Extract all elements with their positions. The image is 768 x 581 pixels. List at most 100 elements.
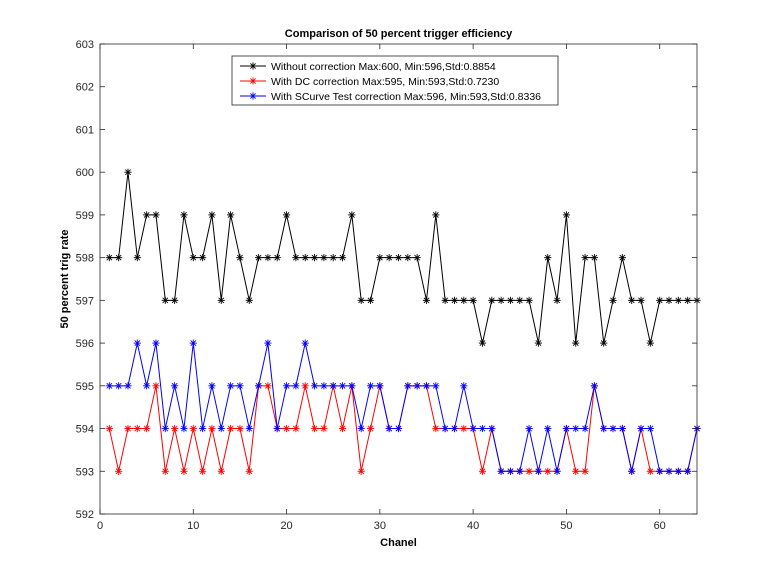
data-point xyxy=(273,424,281,433)
data-point xyxy=(665,467,673,475)
data-point xyxy=(413,254,421,262)
data-point xyxy=(553,467,561,475)
data-point xyxy=(516,296,524,304)
data-point xyxy=(376,254,384,262)
data-point xyxy=(226,211,235,219)
data-point xyxy=(553,296,561,304)
data-point xyxy=(189,339,197,347)
data-point xyxy=(217,296,225,304)
data-point xyxy=(310,254,319,262)
data-point xyxy=(544,254,552,262)
data-point xyxy=(199,254,207,262)
data-point xyxy=(572,339,580,347)
data-point xyxy=(460,424,468,433)
series-line-0 xyxy=(109,172,697,344)
data-point xyxy=(581,254,589,262)
data-point xyxy=(460,296,468,304)
data-point xyxy=(394,424,403,433)
data-point xyxy=(665,296,673,304)
legend: Without correction Max:600, Min:596,Std:… xyxy=(231,55,559,106)
data-point xyxy=(292,424,300,433)
data-point xyxy=(506,296,515,304)
data-point xyxy=(628,296,636,304)
data-point xyxy=(357,296,365,304)
data-point xyxy=(226,424,235,433)
data-point xyxy=(637,424,645,433)
data-point xyxy=(180,211,188,219)
data-point xyxy=(199,467,207,475)
data-point xyxy=(600,424,608,433)
data-point xyxy=(282,424,291,433)
data-point xyxy=(590,254,598,262)
axis-ticks: 0 10 20 30 40 50 60 592 593 594 595 596 597 598 599 600… xyxy=(76,39,697,532)
data-point xyxy=(600,339,608,347)
data-point xyxy=(254,254,263,262)
data-point xyxy=(366,296,375,304)
x-tick-label: 0 xyxy=(97,520,103,532)
data-point xyxy=(422,382,431,390)
data-point xyxy=(385,424,393,433)
data-point xyxy=(525,467,533,475)
data-point xyxy=(488,424,496,433)
data-point xyxy=(236,254,244,262)
y-tick-label: 596 xyxy=(76,338,94,350)
data-point xyxy=(143,424,151,433)
data-point xyxy=(357,424,365,433)
data-point xyxy=(432,424,440,433)
data-point xyxy=(124,424,132,433)
data-point xyxy=(245,424,253,433)
data-point xyxy=(329,382,337,390)
axes-box xyxy=(99,43,698,515)
data-point xyxy=(180,424,188,433)
x-tick-label: 40 xyxy=(467,520,479,532)
data-point xyxy=(506,467,515,475)
x-tick-label: 10 xyxy=(187,520,199,532)
data-point xyxy=(590,382,598,390)
data-point xyxy=(348,211,356,219)
legend-marker xyxy=(249,62,257,70)
data-point xyxy=(684,467,692,475)
legend-marker xyxy=(249,92,257,100)
data-point xyxy=(208,211,216,219)
data-point xyxy=(441,424,449,433)
data-point xyxy=(404,382,412,390)
data-point xyxy=(310,424,319,433)
data-point xyxy=(152,382,160,390)
data-point xyxy=(133,339,141,347)
data-point xyxy=(656,296,664,304)
y-tick-label: 603 xyxy=(76,39,94,51)
data-point xyxy=(105,254,113,262)
data-point xyxy=(115,254,123,262)
data-point xyxy=(180,467,188,475)
data-point xyxy=(217,424,225,433)
data-point xyxy=(105,382,113,390)
data-point xyxy=(646,424,654,433)
data-point xyxy=(366,424,375,433)
data-point xyxy=(562,211,571,219)
legend-label: With SCurve Test correction Max:596, Min… xyxy=(271,91,541,103)
data-point xyxy=(264,382,272,390)
x-axis-label: Chanel xyxy=(380,537,417,549)
data-point xyxy=(105,424,113,433)
data-point xyxy=(478,467,487,475)
data-point xyxy=(581,424,589,433)
y-tick-label: 601 xyxy=(76,124,94,136)
data-point xyxy=(422,296,431,304)
data-point xyxy=(366,382,375,390)
legend-label: Without correction Max:600, Min:596,Std:… xyxy=(271,61,496,73)
data-point xyxy=(236,424,244,433)
data-point xyxy=(338,424,347,433)
data-point xyxy=(161,424,169,433)
data-point xyxy=(338,254,347,262)
data-point xyxy=(516,467,524,475)
data-point xyxy=(525,296,533,304)
data-point xyxy=(469,424,477,433)
legend-box xyxy=(231,55,559,106)
data-point xyxy=(562,424,571,433)
data-point xyxy=(301,339,309,347)
y-axis-label: 50 percent trig rate xyxy=(59,229,71,328)
data-point xyxy=(572,424,580,433)
data-point xyxy=(684,296,692,304)
data-point xyxy=(152,339,160,347)
